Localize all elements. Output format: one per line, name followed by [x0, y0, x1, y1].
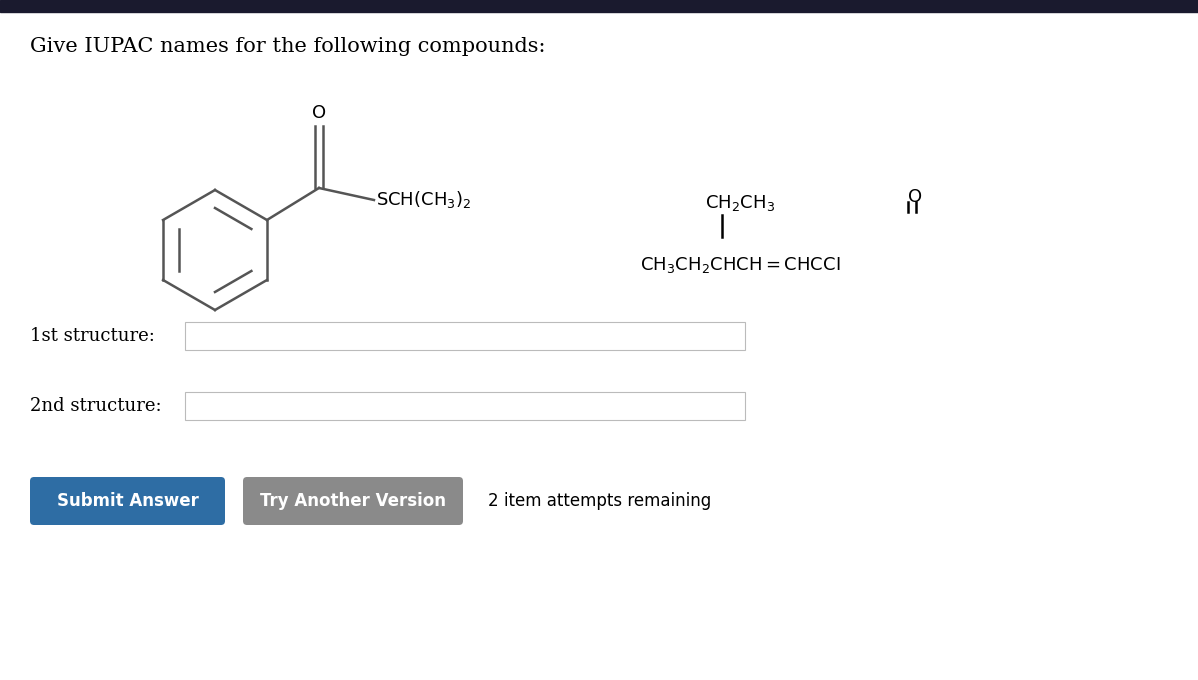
Text: Try Another Version: Try Another Version [260, 492, 446, 510]
Text: Give IUPAC names for the following compounds:: Give IUPAC names for the following compo… [30, 37, 545, 56]
Text: O: O [908, 188, 922, 206]
Text: 2 item attempts remaining: 2 item attempts remaining [488, 492, 712, 510]
Text: Submit Answer: Submit Answer [56, 492, 199, 510]
Text: 2nd structure:: 2nd structure: [30, 397, 162, 415]
Text: CH$_3$CH$_2$CHCH$=$CHCCI: CH$_3$CH$_2$CHCH$=$CHCCI [640, 255, 841, 275]
FancyBboxPatch shape [30, 477, 225, 525]
Bar [184, 392, 745, 420]
Bar [184, 322, 745, 350]
Text: CH$_2$CH$_3$: CH$_2$CH$_3$ [704, 193, 775, 213]
Text: O: O [311, 104, 326, 122]
Text: 1st structure:: 1st structure: [30, 327, 155, 345]
Bar [0, 0, 1198, 12]
FancyBboxPatch shape [243, 477, 462, 525]
Text: SCH(CH$_3$)$_2$: SCH(CH$_3$)$_2$ [376, 190, 471, 211]
